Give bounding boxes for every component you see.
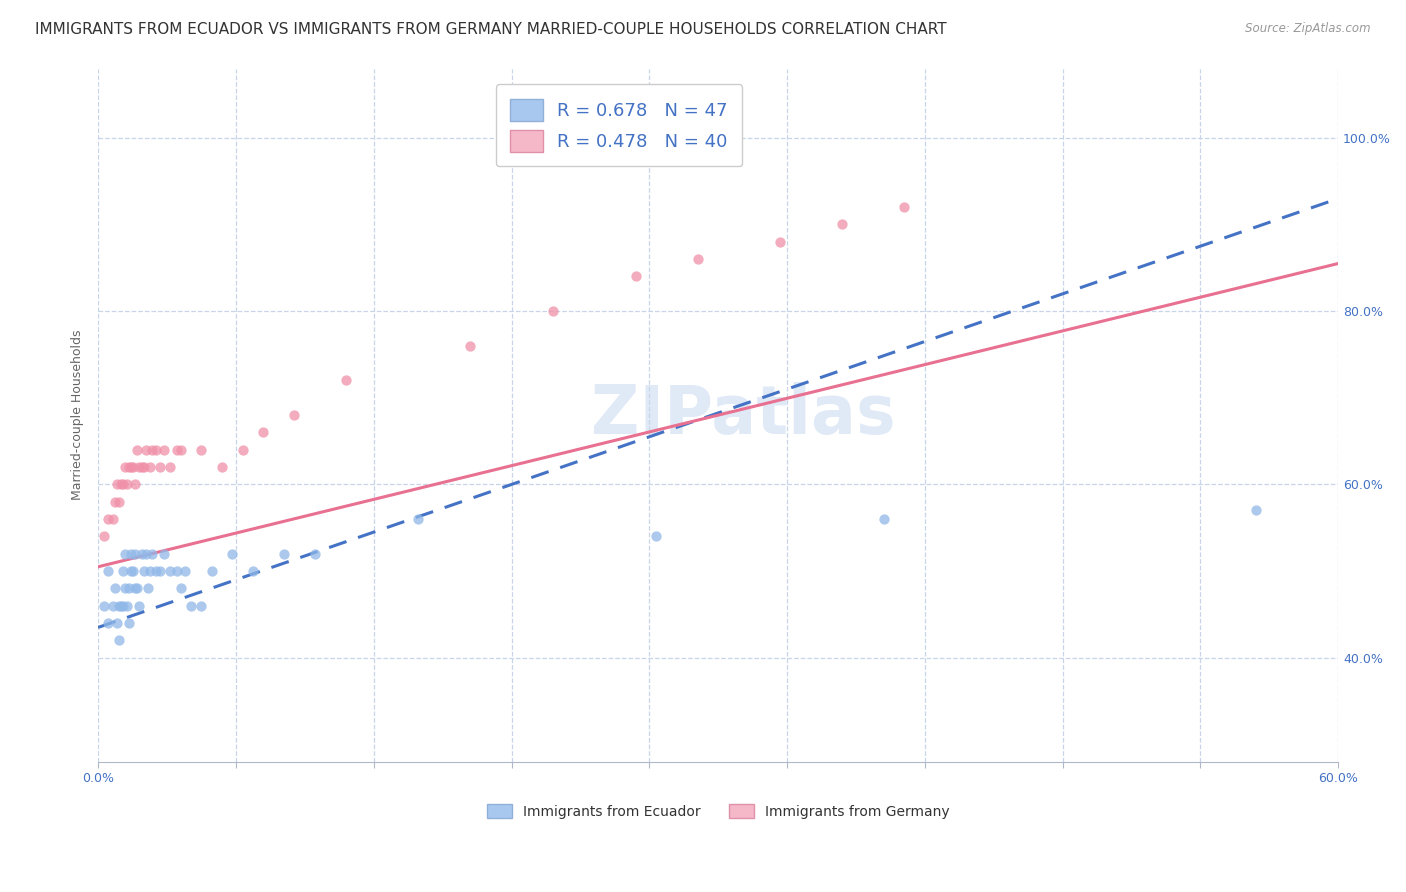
Point	[114, 547, 136, 561]
Point	[166, 564, 188, 578]
Point	[114, 582, 136, 596]
Point	[127, 442, 149, 457]
Point	[153, 547, 176, 561]
Point	[120, 460, 142, 475]
Point	[111, 599, 134, 613]
Point	[166, 442, 188, 457]
Point	[93, 599, 115, 613]
Point	[149, 460, 172, 475]
Point	[107, 495, 129, 509]
Point	[105, 616, 128, 631]
Point	[304, 547, 326, 561]
Legend: Immigrants from Ecuador, Immigrants from Germany: Immigrants from Ecuador, Immigrants from…	[481, 798, 955, 824]
Point	[211, 460, 233, 475]
Text: IMMIGRANTS FROM ECUADOR VS IMMIGRANTS FROM GERMANY MARRIED-COUPLE HOUSEHOLDS COR: IMMIGRANTS FROM ECUADOR VS IMMIGRANTS FR…	[35, 22, 946, 37]
Point	[118, 460, 141, 475]
Point	[645, 529, 668, 543]
Point	[127, 582, 149, 596]
Point	[128, 599, 150, 613]
Point	[107, 633, 129, 648]
Point	[136, 582, 159, 596]
Point	[624, 269, 647, 284]
Point	[101, 599, 124, 613]
Point	[831, 218, 853, 232]
Point	[132, 564, 155, 578]
Point	[190, 442, 212, 457]
Point	[159, 564, 181, 578]
Point	[101, 512, 124, 526]
Point	[122, 564, 145, 578]
Point	[335, 374, 357, 388]
Point	[170, 582, 193, 596]
Point	[110, 599, 132, 613]
Point	[124, 547, 146, 561]
Point	[107, 599, 129, 613]
Point	[180, 599, 202, 613]
Point	[104, 582, 127, 596]
Point	[122, 460, 145, 475]
Point	[93, 529, 115, 543]
Point	[769, 235, 792, 249]
Point	[893, 200, 915, 214]
Point	[145, 442, 167, 457]
Point	[115, 599, 138, 613]
Point	[153, 442, 176, 457]
Point	[111, 477, 134, 491]
Point	[141, 442, 163, 457]
Point	[97, 512, 120, 526]
Point	[242, 564, 264, 578]
Point	[120, 547, 142, 561]
Point	[132, 460, 155, 475]
Point	[139, 460, 162, 475]
Point	[97, 616, 120, 631]
Point	[174, 564, 197, 578]
Point	[139, 564, 162, 578]
Point	[541, 304, 564, 318]
Point	[232, 442, 254, 457]
Point	[149, 564, 172, 578]
Point	[170, 442, 193, 457]
Point	[458, 339, 481, 353]
Point	[124, 582, 146, 596]
Point	[120, 564, 142, 578]
Point	[104, 495, 127, 509]
Point	[221, 547, 243, 561]
Point	[111, 564, 134, 578]
Point	[145, 564, 167, 578]
Text: ZIPatlas: ZIPatlas	[591, 382, 896, 448]
Point	[1244, 503, 1267, 517]
Point	[252, 425, 274, 440]
Point	[135, 442, 157, 457]
Point	[115, 477, 138, 491]
Point	[273, 547, 295, 561]
Text: Source: ZipAtlas.com: Source: ZipAtlas.com	[1246, 22, 1371, 36]
Point	[135, 547, 157, 561]
Point	[131, 547, 153, 561]
Point	[872, 512, 894, 526]
Point	[408, 512, 430, 526]
Point	[97, 564, 120, 578]
Point	[105, 477, 128, 491]
Point	[686, 252, 709, 267]
Point	[114, 460, 136, 475]
Point	[190, 599, 212, 613]
Y-axis label: Married-couple Households: Married-couple Households	[72, 330, 84, 500]
Point	[124, 477, 146, 491]
Point	[128, 460, 150, 475]
Point	[118, 616, 141, 631]
Point	[131, 460, 153, 475]
Point	[283, 408, 305, 422]
Point	[159, 460, 181, 475]
Point	[110, 477, 132, 491]
Point	[118, 582, 141, 596]
Point	[141, 547, 163, 561]
Point	[201, 564, 224, 578]
